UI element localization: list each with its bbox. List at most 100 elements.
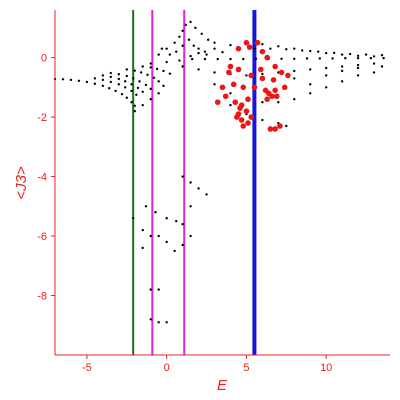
data-point <box>216 57 219 61</box>
data-point <box>318 57 322 60</box>
data-point <box>85 80 89 84</box>
data-point <box>93 82 97 85</box>
data-point <box>281 84 288 91</box>
data-point <box>162 84 165 88</box>
data-point <box>301 49 304 52</box>
data-point <box>157 92 160 95</box>
y-tick-label: 0 <box>41 53 47 65</box>
data-point <box>189 181 192 184</box>
data-point <box>162 69 165 73</box>
data-point <box>340 69 344 73</box>
data-point <box>131 216 135 220</box>
data-point <box>324 51 328 55</box>
data-point <box>149 318 152 321</box>
data-point <box>293 69 296 73</box>
data-point <box>213 41 216 44</box>
data-point <box>184 23 188 27</box>
data-point <box>261 43 264 46</box>
data-point <box>238 117 245 123</box>
data-point <box>120 92 124 96</box>
data-point <box>270 77 277 83</box>
data-point <box>178 35 181 38</box>
data-point <box>261 100 264 104</box>
data-point <box>149 87 152 91</box>
data-point <box>272 63 278 70</box>
data-point <box>168 53 172 56</box>
data-point <box>149 62 152 65</box>
data-point <box>181 44 184 47</box>
data-point <box>61 78 65 81</box>
data-point <box>264 54 270 61</box>
data-point <box>278 69 285 76</box>
data-point <box>141 246 144 250</box>
data-point <box>226 69 232 76</box>
data-point <box>305 57 309 60</box>
data-point <box>189 20 192 24</box>
data-point <box>175 219 178 223</box>
data-point <box>340 53 344 56</box>
data-point <box>356 66 360 70</box>
data-point <box>149 288 152 291</box>
data-point <box>277 45 280 48</box>
data-point <box>117 73 121 76</box>
data-point <box>125 74 128 78</box>
data-point <box>141 90 144 93</box>
data-point <box>117 77 121 81</box>
x-tick-label: 0 <box>164 362 170 374</box>
data-point <box>165 47 168 50</box>
data-point <box>257 66 264 73</box>
data-point <box>242 57 245 61</box>
data-point <box>136 86 140 90</box>
data-point <box>372 55 376 58</box>
data-point <box>203 57 207 61</box>
data-point <box>229 43 232 47</box>
data-point <box>324 74 328 77</box>
data-point <box>380 65 384 68</box>
x-ticks: -5 0 5 10 <box>82 355 332 374</box>
marker-lines <box>132 10 257 355</box>
data-point <box>206 38 210 41</box>
data-point <box>324 86 328 89</box>
data-point <box>280 57 283 60</box>
data-point <box>178 59 181 62</box>
data-point <box>181 65 184 68</box>
data-point <box>160 47 164 50</box>
data-point <box>264 96 270 103</box>
data-point <box>141 65 144 68</box>
data-point <box>141 103 144 107</box>
data-point <box>285 48 288 51</box>
data-point <box>277 100 280 104</box>
data-point <box>152 76 156 80</box>
data-point <box>168 72 172 75</box>
data-point <box>173 249 176 253</box>
data-point <box>130 89 133 93</box>
data-point <box>248 114 255 120</box>
data-point <box>382 56 385 60</box>
data-point <box>125 68 128 71</box>
data-point <box>259 75 266 82</box>
data-point <box>197 51 200 55</box>
data-point <box>293 98 296 101</box>
data-point <box>192 44 195 47</box>
data-point <box>139 71 143 74</box>
data-point <box>144 83 148 87</box>
data-point <box>309 83 312 86</box>
data-point <box>348 52 352 56</box>
data-point <box>146 73 149 77</box>
data-point <box>101 78 105 82</box>
data-point <box>237 105 243 111</box>
data-points <box>53 20 385 324</box>
data-point <box>293 47 296 50</box>
data-point <box>214 99 221 105</box>
data-point <box>261 118 264 122</box>
data-point <box>200 32 203 35</box>
data-point <box>69 78 73 82</box>
data-point <box>149 66 152 69</box>
x-tick-label: 10 <box>320 362 332 374</box>
data-point <box>254 57 258 60</box>
y-axis-title: <J3> <box>13 166 30 200</box>
data-point <box>181 243 184 247</box>
data-point <box>175 50 178 53</box>
data-point <box>356 56 360 60</box>
